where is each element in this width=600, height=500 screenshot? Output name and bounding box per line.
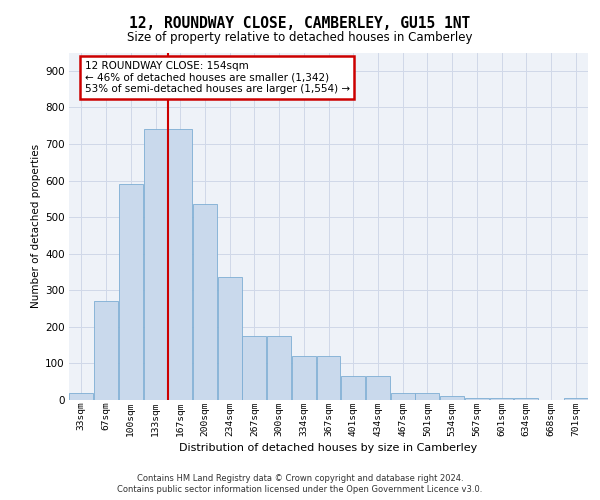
- X-axis label: Distribution of detached houses by size in Camberley: Distribution of detached houses by size …: [179, 443, 478, 453]
- Bar: [70, 392, 94, 400]
- Bar: [514, 398, 538, 400]
- Text: 12 ROUNDWAY CLOSE: 154sqm
← 46% of detached houses are smaller (1,342)
53% of se: 12 ROUNDWAY CLOSE: 154sqm ← 46% of detac…: [85, 61, 350, 94]
- Bar: [341, 376, 365, 400]
- Bar: [440, 396, 464, 400]
- Text: 12, ROUNDWAY CLOSE, CAMBERLEY, GU15 1NT: 12, ROUNDWAY CLOSE, CAMBERLEY, GU15 1NT: [130, 16, 470, 31]
- Y-axis label: Number of detached properties: Number of detached properties: [31, 144, 41, 308]
- Bar: [490, 398, 514, 400]
- Bar: [218, 278, 242, 400]
- Bar: [193, 204, 217, 400]
- Bar: [267, 336, 291, 400]
- Bar: [563, 398, 587, 400]
- Bar: [119, 184, 143, 400]
- Bar: [415, 392, 439, 400]
- Bar: [168, 130, 192, 400]
- Text: Contains HM Land Registry data © Crown copyright and database right 2024.
Contai: Contains HM Land Registry data © Crown c…: [118, 474, 482, 494]
- Bar: [391, 392, 415, 400]
- Bar: [317, 356, 340, 400]
- Bar: [292, 356, 316, 400]
- Text: Size of property relative to detached houses in Camberley: Size of property relative to detached ho…: [127, 31, 473, 44]
- Bar: [465, 398, 489, 400]
- Bar: [366, 376, 390, 400]
- Bar: [242, 336, 266, 400]
- Bar: [143, 130, 167, 400]
- Bar: [94, 301, 118, 400]
